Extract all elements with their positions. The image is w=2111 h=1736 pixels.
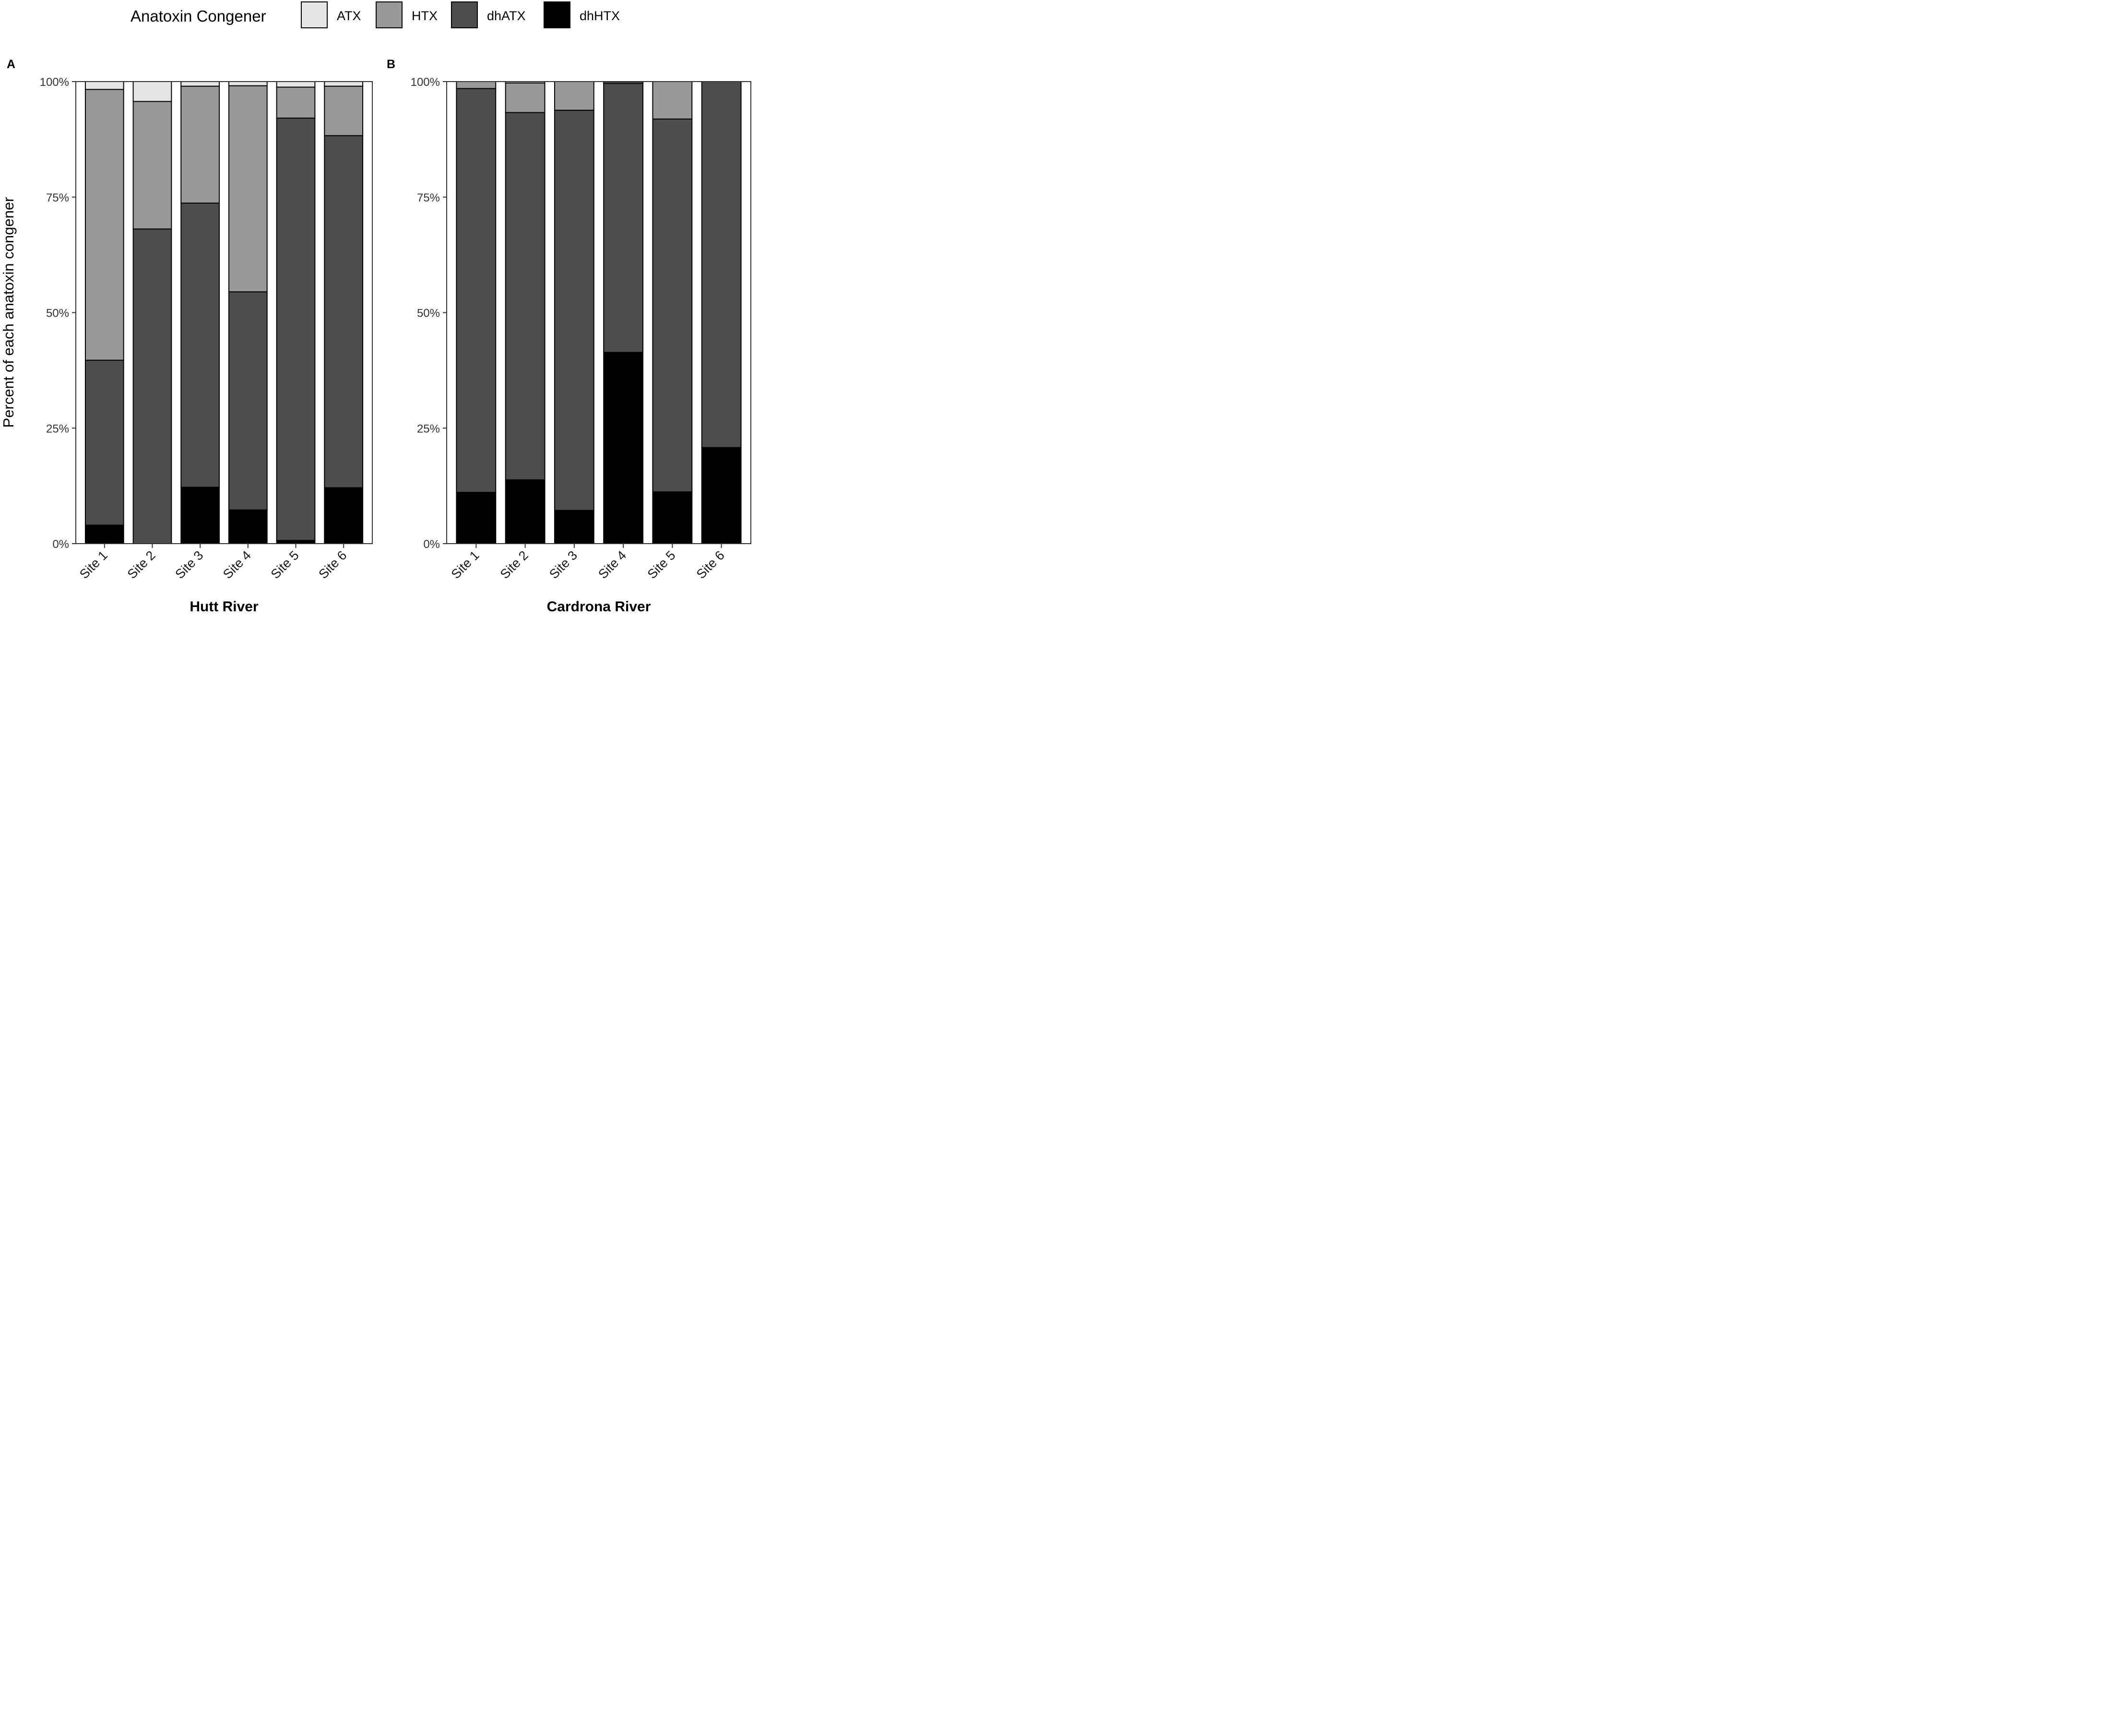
panel-a-y-axis: 0% 25% 50% 75% 100% (40, 76, 76, 551)
panel-b-y-axis: 0% 25% 50% 75% 100% (411, 76, 447, 551)
bar-a-site-3-atx (180, 81, 220, 87)
x-tick-label-b-site-1: Site 1 (449, 548, 482, 582)
bar-a-site-1-dhhtx (84, 524, 124, 544)
bar-a-site-1-dhatx (84, 359, 124, 526)
x-axis-title-cardrona: Cardrona River (547, 599, 651, 615)
bar-b-site-6-dhhtx (701, 447, 742, 545)
legend: Anatoxin Congener ATX HTX dhATX dhHTX (130, 1, 620, 28)
y-tick-label-a-75: 75% (46, 191, 69, 204)
panel-tag-a: A (7, 58, 15, 71)
x-tick-label-a-site-1: Site 1 (77, 548, 110, 582)
bar-b-site-1-dhatx (456, 88, 497, 493)
x-axis-title-hutt: Hutt River (190, 599, 259, 615)
x-tick-label-a-site-6: Site 6 (316, 548, 349, 582)
y-tick-label-b-25: 25% (417, 422, 440, 435)
bar-b-site-2-dhhtx (505, 479, 546, 544)
bar-a-site-3-htx (180, 85, 220, 204)
bar-b-site-2-htx (505, 82, 546, 113)
bar-a-site-4-atx (228, 81, 268, 86)
bar-a-site-4-dhatx (228, 291, 268, 511)
x-tick-label-b-site-4: Site 4 (595, 548, 629, 582)
legend-swatch-atx (301, 1, 328, 28)
bar-b-site-5-dhatx (652, 119, 693, 493)
y-axis-title: Percent of each anatoxin congener (0, 197, 17, 428)
y-tick-label-a-25: 25% (46, 422, 69, 435)
bar-b-site-3-dhatx (554, 109, 594, 511)
bar-b-site-1-dhhtx (456, 492, 497, 544)
bar-a-site-1-htx (84, 89, 124, 361)
bar-b-site-1-htx (456, 81, 497, 89)
bar-a-site-6-dhatx (324, 135, 364, 488)
bar-b-site-6-dhatx (701, 81, 742, 448)
legend-swatch-dhatx (451, 1, 478, 28)
bar-b-site-3-htx (554, 81, 594, 111)
x-tick-label-b-site-2: Site 2 (498, 548, 531, 582)
bar-a-site-1-atx (84, 81, 124, 90)
bar-a-site-5-htx (276, 86, 316, 119)
x-tick-label-b-site-6: Site 6 (694, 548, 727, 582)
bar-a-site-5-dhatx (276, 118, 316, 541)
legend-title: Anatoxin Congener (130, 7, 266, 25)
bar-b-site-4-dhhtx (603, 352, 644, 544)
bar-a-site-4-htx (228, 85, 268, 293)
bar-a-site-2-atx (132, 81, 172, 102)
legend-label-htx: HTX (412, 9, 438, 23)
legend-entries: ATX HTX dhATX dhHTX (301, 1, 620, 28)
y-tick-label-a-50: 50% (46, 307, 69, 320)
legend-swatch-dhhtx (544, 1, 570, 28)
legend-label-dhatx: dhATX (487, 9, 526, 23)
bar-a-site-3-dhhtx (180, 487, 220, 545)
panel-b-frame (446, 81, 751, 544)
panel-hutt-river: A 0%25%50%75%100% Site 1 Site 2 Site 3 Site… (7, 58, 373, 615)
bar-b-site-2-dhatx (505, 112, 546, 481)
bar-a-site-3-dhatx (180, 202, 220, 488)
bar-a-site-4-dhhtx (228, 509, 268, 544)
y-tick-label-a-100: 100% (40, 76, 69, 89)
stacked-bar-chart: Anatoxin Congener ATX HTX dhATX dhHTX Perce… (0, 1, 751, 615)
panel-a-x-axis: Site 1 Site 2 Site 3 Site 4 Site 5 Site 6 (77, 544, 349, 582)
panel-b-bars (456, 81, 742, 545)
bar-a-site-2-dhatx (132, 228, 172, 544)
y-tick-label-b-75: 75% (417, 191, 440, 204)
x-tick-label-a-site-3: Site 3 (172, 548, 206, 582)
y-tick-label-b-0: 0% (423, 538, 440, 551)
bar-b-site-5-dhhtx (652, 491, 693, 545)
panel-a-frame (75, 81, 373, 544)
panel-a-bars (84, 81, 364, 545)
bar-a-site-5-dhhtx (276, 540, 316, 545)
bar-a-site-6-htx (324, 85, 364, 136)
bar-a-site-5-atx (276, 81, 316, 88)
bar-a-site-2-htx (132, 101, 172, 230)
y-tick-label-b-50: 50% (417, 307, 440, 320)
legend-label-atx: ATX (337, 9, 361, 23)
bar-a-site-6-atx (324, 81, 364, 87)
panel-b-x-axis: Site 1 Site 2 Site 3 Site 4 Site 5 Site 6 (449, 544, 727, 582)
x-tick-label-a-site-5: Site 5 (268, 548, 302, 582)
bar-b-site-3-dhhtx (554, 510, 594, 545)
y-tick-label-b-100: 100% (411, 76, 440, 89)
panel-cardrona-river: B 0%25%50%75%100% Site 1 Site 2 Site 3 Site… (387, 58, 751, 615)
legend-swatch-htx (376, 1, 403, 28)
x-tick-label-a-site-2: Site 2 (125, 548, 158, 582)
x-tick-label-b-site-5: Site 5 (645, 548, 678, 582)
panel-tag-b: B (387, 58, 395, 71)
bar-a-site-6-dhhtx (324, 487, 364, 544)
legend-label-dhhtx: dhHTX (580, 9, 620, 23)
chart-root: Anatoxin Congener ATX HTX dhATX dhHTX Perce… (0, 0, 752, 618)
x-tick-label-a-site-4: Site 4 (220, 548, 254, 582)
y-tick-label-a-0: 0% (52, 538, 69, 551)
bar-b-site-5-htx (652, 81, 693, 119)
x-tick-label-b-site-3: Site 3 (546, 548, 580, 582)
bar-b-site-4-dhatx (603, 83, 644, 353)
